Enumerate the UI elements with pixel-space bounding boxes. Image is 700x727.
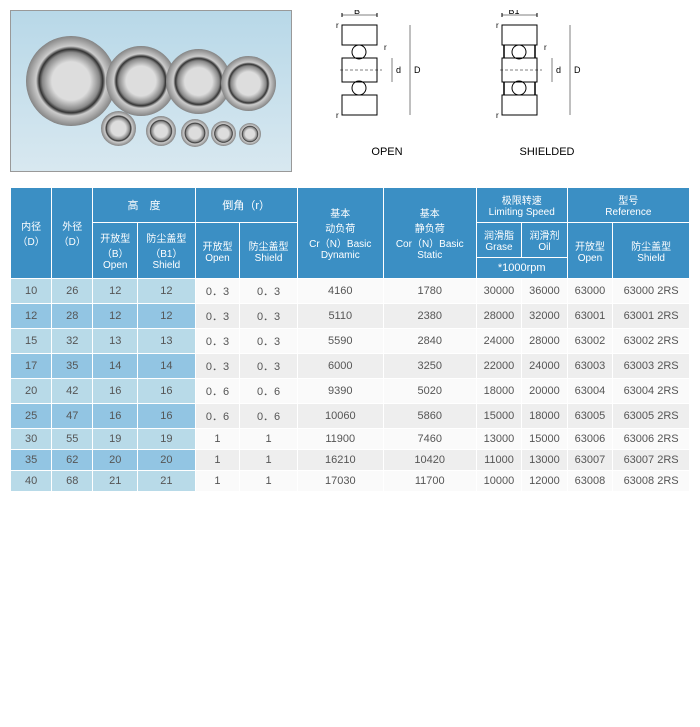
table-row: 102612120．30．341601780300003600063000630… xyxy=(11,279,690,304)
header-outer-dia: 外径（D） xyxy=(52,188,93,279)
header-inner-dia: 内径（D） xyxy=(11,188,52,279)
svg-text:r: r xyxy=(544,43,547,52)
table-row: 173514140．30．360003250220002400063003630… xyxy=(11,354,690,379)
header-chamfer-shield: 防尘盖型Shield xyxy=(240,223,298,279)
svg-text:r: r xyxy=(496,21,499,30)
bearing-spec-table: 内径（D） 外径（D） 高 度 倒角（r） 基本动负荷Cr（N）BasicDyn… xyxy=(10,187,690,492)
svg-text:B1: B1 xyxy=(508,10,519,16)
table-row: 153213130．30．355902840240002800063002630… xyxy=(11,329,690,354)
header-oil: 润滑剂Oil xyxy=(522,223,567,258)
top-section: B r r d D r OPEN B1 xyxy=(10,10,690,172)
table-body: 102612120．30．341601780300003600063000630… xyxy=(11,279,690,492)
header-height-shield: 防尘盖型（B1）Shield xyxy=(138,223,196,279)
table-row: 122812120．30．351102380280003200063001630… xyxy=(11,304,690,329)
header-chamfer: 倒角（r） xyxy=(195,188,297,223)
table-row: 305519191111900746013000150006300663006 … xyxy=(11,429,690,450)
open-diagram: B r r d D r OPEN xyxy=(322,10,452,158)
header-limiting-speed: 极限转速Limiting Speed xyxy=(476,188,567,223)
header-ref-open: 开放型Open xyxy=(567,223,612,279)
header-static-load: 基本静负荷Cor（N）BasicStatic xyxy=(383,188,476,279)
header-height-open: 开放型（B）Open xyxy=(93,223,138,279)
svg-text:r: r xyxy=(496,111,499,120)
header-chamfer-open: 开放型Open xyxy=(195,223,240,279)
shielded-label: SHIELDED xyxy=(482,146,612,158)
open-label: OPEN xyxy=(322,146,452,158)
header-reference: 型号Reference xyxy=(567,188,689,223)
table-row: 204216160．60．693905020180002000063004630… xyxy=(11,379,690,404)
svg-text:D: D xyxy=(414,65,421,75)
technical-diagrams: B r r d D r OPEN B1 xyxy=(322,10,612,158)
header-grease: 润滑脂Grase xyxy=(476,223,521,258)
shielded-diagram: B1 r r d D r SHIELDED xyxy=(482,10,612,158)
header-height: 高 度 xyxy=(93,188,195,223)
svg-text:r: r xyxy=(384,43,387,52)
dim-B-label: B xyxy=(354,10,360,16)
svg-text:d: d xyxy=(396,65,401,75)
table-row: 4068212111170301170010000120006300863008… xyxy=(11,471,690,492)
header-rpm-note: *1000rpm xyxy=(476,258,567,279)
product-image xyxy=(10,10,292,172)
svg-text:r: r xyxy=(336,111,339,120)
svg-text:r: r xyxy=(336,21,339,30)
table-row: 3562202011162101042011000130006300763007… xyxy=(11,450,690,471)
header-dynamic-load: 基本动负荷Cr（N）BasicDynamic xyxy=(297,188,383,279)
svg-text:d: d xyxy=(556,65,561,75)
table-row: 254716160．60．610060586015000180006300563… xyxy=(11,404,690,429)
svg-text:D: D xyxy=(574,65,581,75)
header-ref-shield: 防尘盖型Shield xyxy=(613,223,690,279)
table-header: 内径（D） 外径（D） 高 度 倒角（r） 基本动负荷Cr（N）BasicDyn… xyxy=(11,188,690,279)
